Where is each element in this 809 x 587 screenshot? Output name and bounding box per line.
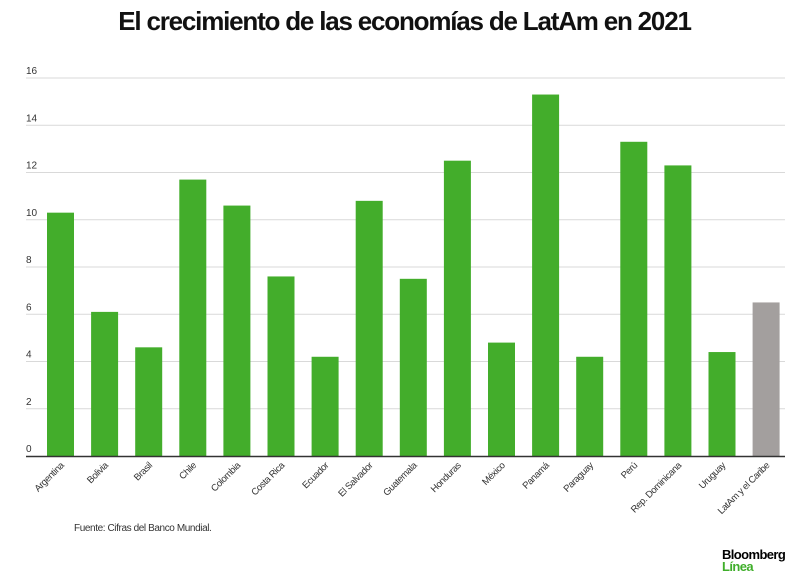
- bar-paraguay: [576, 356, 604, 456]
- bar-el-salvador: [355, 200, 383, 456]
- bloomberg-linea-logo: Bloomberg Línea: [722, 547, 786, 574]
- bar-argentina: [47, 212, 74, 456]
- y-tick-label: 6: [26, 302, 32, 313]
- x-tick-label: Guatemala: [381, 460, 420, 499]
- x-tick-label: Paraguay: [562, 460, 597, 495]
- logo-line2: Línea: [722, 559, 754, 574]
- y-tick-label: 4: [26, 350, 32, 361]
- x-tick-label: Ecuador: [300, 460, 331, 491]
- bar-costa-rica: [267, 276, 295, 456]
- bar-latam-y-el-caribe: [752, 302, 780, 456]
- y-tick-label: 8: [26, 255, 32, 266]
- x-tick-label: Perú: [619, 460, 640, 481]
- bar-bolivia: [91, 311, 119, 456]
- y-tick-label: 10: [26, 208, 38, 219]
- x-tick-label: Argentina: [33, 460, 68, 495]
- y-tick-label: 2: [26, 397, 32, 408]
- y-tick-label: 16: [26, 66, 38, 77]
- bars: [47, 94, 780, 456]
- bar-colombia: [223, 205, 251, 456]
- bar-chile: [179, 179, 207, 456]
- logo-line1: Bloomberg: [722, 547, 786, 562]
- y-axis-ticks: 0 2 4 6 8 10 12 14 16: [26, 66, 38, 455]
- bar-panamá: [532, 94, 560, 456]
- x-tick-label: Brasil: [132, 460, 155, 483]
- source-note: Fuente: Cifras del Banco Mundial.: [74, 523, 212, 534]
- bar-brasil: [135, 347, 163, 456]
- bar-rep-dominicana: [664, 165, 692, 456]
- x-tick-label: Chile: [177, 460, 199, 482]
- y-tick-label: 0: [26, 444, 32, 455]
- x-tick-label: Bolivia: [85, 460, 111, 486]
- bar-méxico: [488, 342, 515, 456]
- x-tick-label: Costa Rica: [249, 460, 288, 499]
- x-tick-label: Honduras: [429, 460, 464, 495]
- chart-title: El crecimiento de las economías de LatAm…: [118, 6, 692, 36]
- x-tick-label: Uruguay: [697, 460, 729, 492]
- y-tick-label: 14: [26, 113, 38, 124]
- x-tick-label: México: [480, 460, 507, 487]
- y-tick-label: 12: [26, 161, 38, 172]
- x-tick-label: El Salvador: [336, 460, 375, 499]
- bar-ecuador: [311, 356, 339, 456]
- x-tick-label: Panamá: [521, 460, 553, 492]
- x-tick-label: Colombia: [209, 460, 244, 495]
- bar-perú: [620, 141, 648, 456]
- bar-uruguay: [708, 352, 736, 456]
- bar-guatemala: [399, 278, 427, 456]
- x-axis-labels: Argentina Bolivia Brasil Chile Colombia Costa…: [33, 460, 773, 517]
- bar-honduras: [443, 160, 471, 456]
